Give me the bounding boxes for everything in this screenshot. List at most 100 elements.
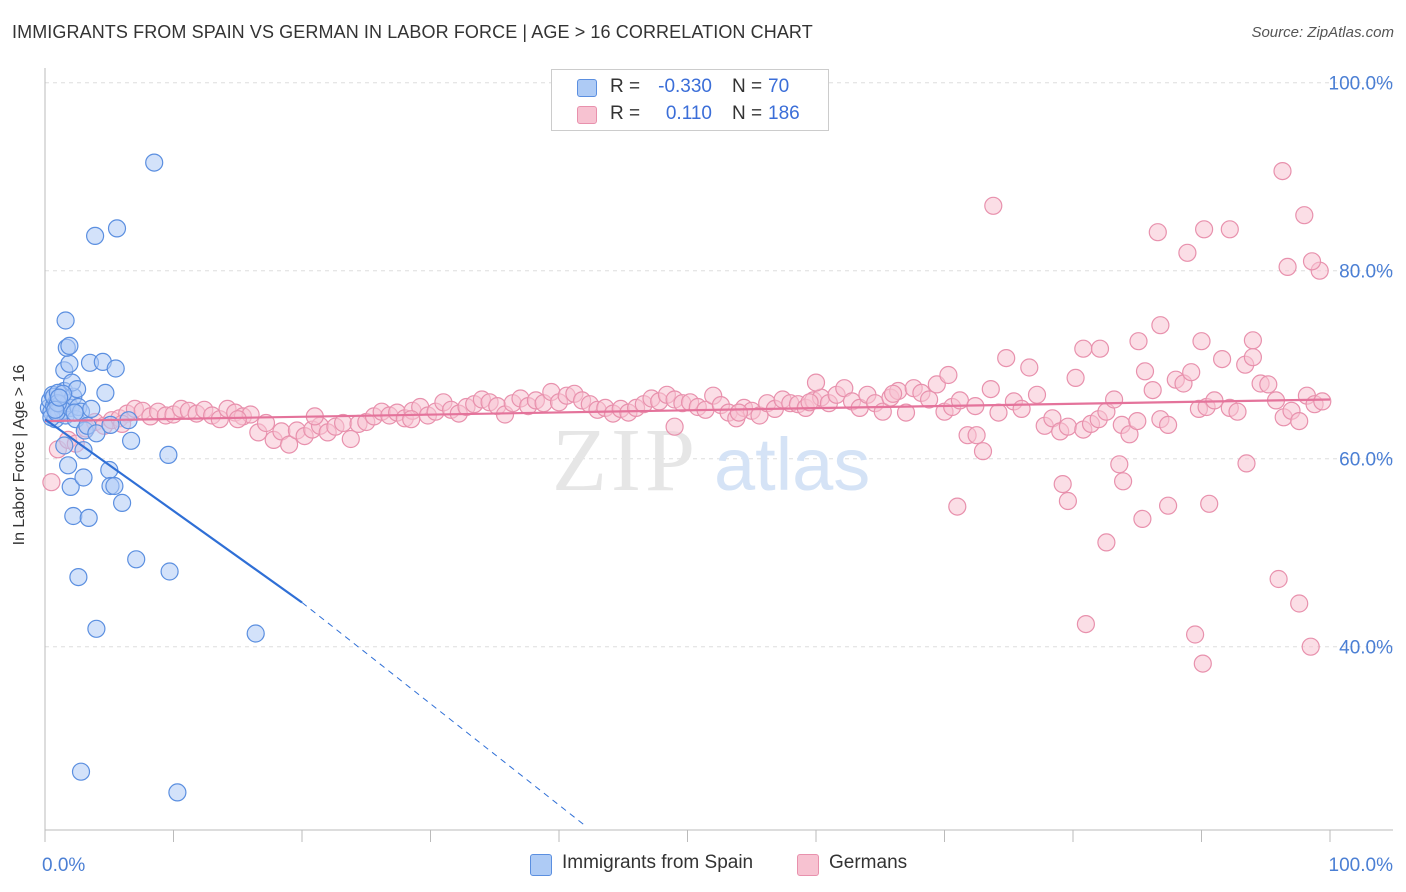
germans-point: [1273, 162, 1292, 181]
spain-points: [39, 153, 265, 802]
spain-trend-line: [44, 418, 303, 604]
series-legend: Immigrants from Spain Germans: [0, 852, 1406, 878]
chart-title: IMMIGRANTS FROM SPAIN VS GERMAN IN LABOR…: [12, 22, 813, 42]
germans-point: [1269, 569, 1288, 589]
stats-legend: R = -0.330 N = 70 R = 0.110 N = 186: [551, 69, 829, 131]
legend-swatch-germans: [577, 106, 597, 124]
spain-point: [61, 477, 80, 496]
germans-point: [1129, 332, 1148, 351]
y-tick-label: 80.0%: [1339, 262, 1393, 283]
germans-point: [1066, 368, 1085, 387]
germans-point: [341, 429, 360, 449]
legend-row-germans: R = 0.110 N = 186: [552, 101, 828, 127]
germans-point: [1012, 399, 1031, 418]
germans-point: [1295, 206, 1314, 225]
spain-point: [58, 456, 78, 475]
germans-point: [1135, 362, 1155, 381]
spain-point: [87, 619, 106, 638]
germans-point: [1259, 375, 1278, 394]
germans-point: [1313, 392, 1332, 411]
germans-point: [1128, 412, 1147, 431]
spain-point: [127, 550, 146, 569]
legend-label-spain: Immigrants from Spain: [562, 852, 754, 873]
germans-trend-line: [44, 398, 1331, 423]
germans-point: [1113, 472, 1133, 491]
germans-point: [1194, 220, 1214, 239]
germans-point: [800, 393, 819, 412]
y-tick-label: 60.0%: [1339, 450, 1393, 471]
germans-point: [1302, 252, 1322, 271]
germans-point: [967, 426, 986, 445]
germans-point: [1053, 475, 1072, 494]
tick-labels: 40.0% 60.0% 80.0% 100.0% 0.0% 100.0%: [42, 74, 1393, 876]
spain-point: [85, 226, 105, 245]
germans-point: [256, 413, 276, 433]
germans-point: [939, 365, 958, 385]
spain-point: [74, 468, 93, 487]
spain-point: [69, 567, 88, 587]
axes: [44, 68, 1393, 842]
spain-point: [112, 493, 132, 512]
legend-r-label: R =: [610, 76, 641, 97]
germans-point: [973, 442, 993, 461]
germans-point: [1200, 494, 1219, 513]
germans-point: [42, 473, 61, 492]
legend-r-value: 0.110: [665, 103, 712, 124]
spain-point: [105, 476, 124, 496]
legend-n-value: 70: [768, 76, 790, 97]
spain-point: [82, 399, 101, 418]
germans-point: [989, 403, 1008, 422]
spain-point: [159, 445, 178, 464]
germans-point: [1074, 339, 1093, 358]
germans-point: [1178, 243, 1197, 262]
x-tick-label: 0.0%: [42, 855, 85, 876]
spain-point: [168, 783, 187, 802]
germans-point: [883, 384, 903, 403]
germans-point: [1243, 348, 1263, 367]
legend-label-germans: Germans: [829, 852, 908, 873]
germans-point: [1076, 614, 1096, 634]
watermark-atlas: atlas: [714, 423, 870, 506]
spain-point: [65, 403, 84, 422]
spain-point: [122, 431, 141, 450]
germans-point: [948, 497, 967, 516]
legend-row-spain: R = -0.330 N = 70: [552, 74, 828, 100]
legend-swatch-spain: [577, 79, 597, 97]
germans-point: [402, 410, 421, 429]
germans-point: [1158, 496, 1178, 515]
legend-n-label: N =: [732, 103, 763, 124]
legend-n-value: 186: [768, 103, 800, 124]
spain-point: [74, 441, 93, 460]
germans-point: [729, 403, 749, 422]
germans-point: [1120, 425, 1139, 444]
germans-point: [1133, 509, 1152, 529]
legend-n-label: N =: [732, 76, 763, 97]
spain-point: [49, 388, 69, 407]
spain-point: [87, 424, 106, 443]
germans-point: [1097, 533, 1116, 552]
germans-point: [1185, 625, 1205, 644]
germans-point: [1104, 390, 1124, 409]
spain-point: [64, 506, 83, 526]
germans-point: [1301, 637, 1320, 656]
y-tick-label: 40.0%: [1339, 638, 1393, 659]
trend-lines: [44, 398, 1331, 826]
germans-point: [280, 435, 299, 454]
germans-point: [1290, 594, 1309, 613]
germans-point: [1110, 455, 1129, 474]
germans-point: [228, 410, 247, 429]
germans-point: [1182, 363, 1201, 382]
spain-point: [60, 354, 79, 373]
spain-trend-extension: [301, 602, 586, 826]
spain-point: [106, 359, 125, 378]
germans-point: [1151, 316, 1170, 335]
legend-swatch-germans: [797, 854, 819, 876]
germans-point: [1193, 654, 1212, 673]
spain-point: [107, 219, 127, 238]
spain-point: [60, 336, 79, 355]
germans-point: [896, 403, 916, 422]
germans-point: [1192, 332, 1211, 351]
germans-point: [1158, 415, 1178, 434]
x-tick-label: 100.0%: [1329, 855, 1394, 876]
